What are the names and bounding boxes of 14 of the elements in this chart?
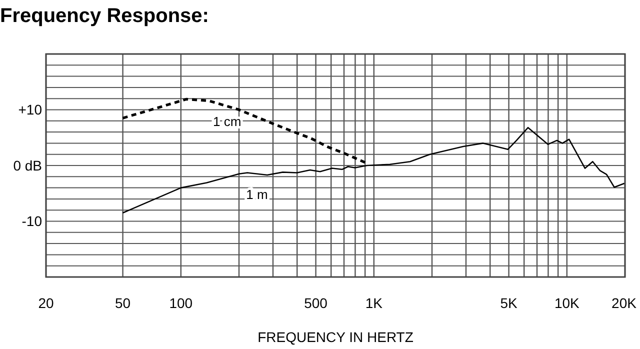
x-tick-label: 50 xyxy=(115,295,131,311)
series-label: 1 m xyxy=(246,186,268,202)
y-tick-label: -10 xyxy=(22,213,42,230)
x-axis-title: FREQUENCY IN HERTZ xyxy=(258,329,414,345)
x-tick-label: 1K xyxy=(365,295,384,311)
x-tick-label: 5K xyxy=(500,295,518,311)
x-tick-label: 500 xyxy=(304,295,328,311)
x-tick-label: 20K xyxy=(612,295,638,311)
x-tick-label: 20 xyxy=(38,295,54,311)
x-tick-label: 100 xyxy=(169,295,193,311)
y-tick-label: +10 xyxy=(18,102,42,118)
chart-title: Frequency Response: xyxy=(0,5,209,27)
x-tick-label: 10K xyxy=(554,295,580,311)
y-tick-label: 0 dB xyxy=(13,157,42,174)
